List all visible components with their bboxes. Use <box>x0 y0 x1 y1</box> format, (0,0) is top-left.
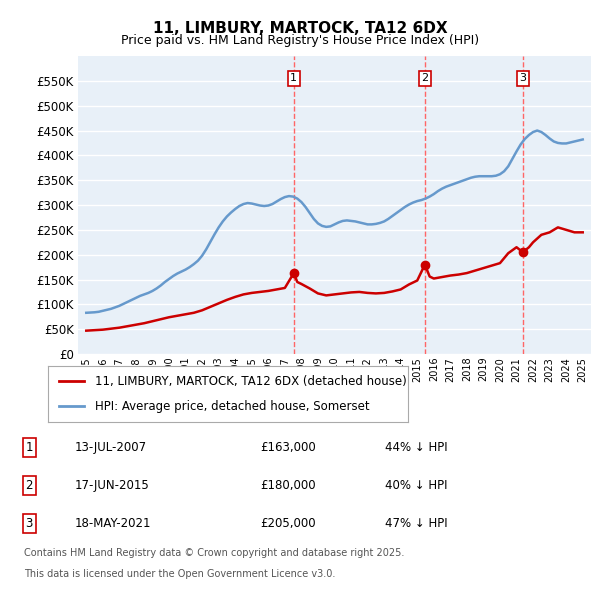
Text: 40% ↓ HPI: 40% ↓ HPI <box>385 479 447 492</box>
Text: 13-JUL-2007: 13-JUL-2007 <box>74 441 146 454</box>
Text: 44% ↓ HPI: 44% ↓ HPI <box>385 441 447 454</box>
Text: 47% ↓ HPI: 47% ↓ HPI <box>385 517 447 530</box>
Text: 11, LIMBURY, MARTOCK, TA12 6DX: 11, LIMBURY, MARTOCK, TA12 6DX <box>152 21 448 35</box>
Text: 11, LIMBURY, MARTOCK, TA12 6DX (detached house): 11, LIMBURY, MARTOCK, TA12 6DX (detached… <box>95 375 407 388</box>
Text: This data is licensed under the Open Government Licence v3.0.: This data is licensed under the Open Gov… <box>24 569 335 579</box>
Text: £205,000: £205,000 <box>260 517 316 530</box>
Text: 1: 1 <box>26 441 33 454</box>
Text: 17-JUN-2015: 17-JUN-2015 <box>74 479 149 492</box>
Text: 2: 2 <box>26 479 33 492</box>
Text: HPI: Average price, detached house, Somerset: HPI: Average price, detached house, Some… <box>95 399 370 412</box>
Text: 3: 3 <box>26 517 33 530</box>
Text: Contains HM Land Registry data © Crown copyright and database right 2025.: Contains HM Land Registry data © Crown c… <box>24 548 404 558</box>
Text: 2: 2 <box>421 73 428 83</box>
Text: 3: 3 <box>520 73 526 83</box>
Text: £163,000: £163,000 <box>260 441 316 454</box>
Text: Price paid vs. HM Land Registry's House Price Index (HPI): Price paid vs. HM Land Registry's House … <box>121 34 479 47</box>
Text: £180,000: £180,000 <box>260 479 316 492</box>
Text: 1: 1 <box>290 73 297 83</box>
Text: 18-MAY-2021: 18-MAY-2021 <box>74 517 151 530</box>
